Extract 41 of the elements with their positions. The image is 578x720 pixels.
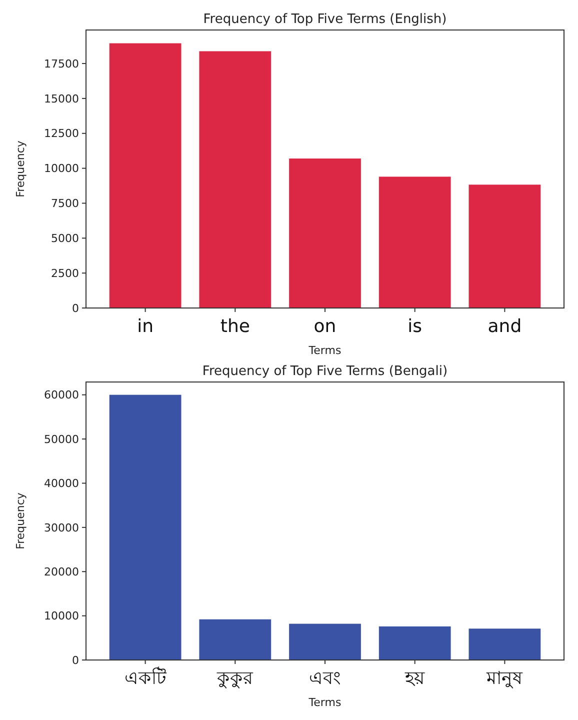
y-axis-title: Frequency — [14, 140, 27, 198]
y-tick-label: 15000 — [44, 92, 79, 106]
chart-title: Frequency of Top Five Terms (Bengali) — [202, 364, 448, 379]
x-tick-label: এবং — [309, 668, 341, 689]
y-tick-label: 2500 — [51, 266, 79, 280]
y-tick-label: 50000 — [44, 432, 79, 446]
bar — [199, 51, 272, 308]
x-axis-title: Terms — [308, 696, 342, 709]
x-tick-label: কুকুর — [216, 668, 254, 689]
x-axis-title: Terms — [308, 344, 342, 357]
x-tick-label: মানুষ — [486, 668, 524, 689]
y-tick-label: 12500 — [44, 127, 79, 140]
y-tick-label: 30000 — [44, 521, 79, 534]
y-tick-label: 10000 — [44, 610, 79, 623]
y-axis-title: Frequency — [14, 492, 27, 550]
y-tick-label: 0 — [72, 302, 79, 315]
y-tick-label: 60000 — [44, 388, 79, 402]
y-tick-label: 17500 — [44, 57, 79, 70]
bar — [199, 619, 272, 660]
bar — [468, 184, 541, 308]
x-tick-label: একটি — [124, 667, 168, 689]
x-tick-label: is — [408, 316, 422, 337]
bar — [468, 628, 541, 660]
x-tick-label: the — [220, 316, 250, 337]
bar — [109, 43, 182, 308]
bar — [289, 158, 361, 308]
x-tick-label: and — [488, 316, 522, 337]
bar — [109, 394, 182, 660]
bar — [289, 624, 361, 660]
x-tick-label: on — [314, 316, 336, 337]
x-tick-label: in — [137, 316, 154, 337]
bar — [378, 626, 451, 660]
y-tick-label: 20000 — [44, 565, 79, 578]
y-tick-label: 0 — [72, 654, 79, 667]
chart-title: Frequency of Top Five Terms (English) — [203, 12, 447, 27]
y-tick-label: 7500 — [51, 197, 79, 210]
x-tick-label: হয় — [404, 668, 425, 689]
y-tick-label: 5000 — [51, 232, 79, 245]
bar — [378, 176, 451, 308]
y-tick-label: 10000 — [44, 162, 79, 176]
y-tick-label: 40000 — [44, 477, 79, 490]
